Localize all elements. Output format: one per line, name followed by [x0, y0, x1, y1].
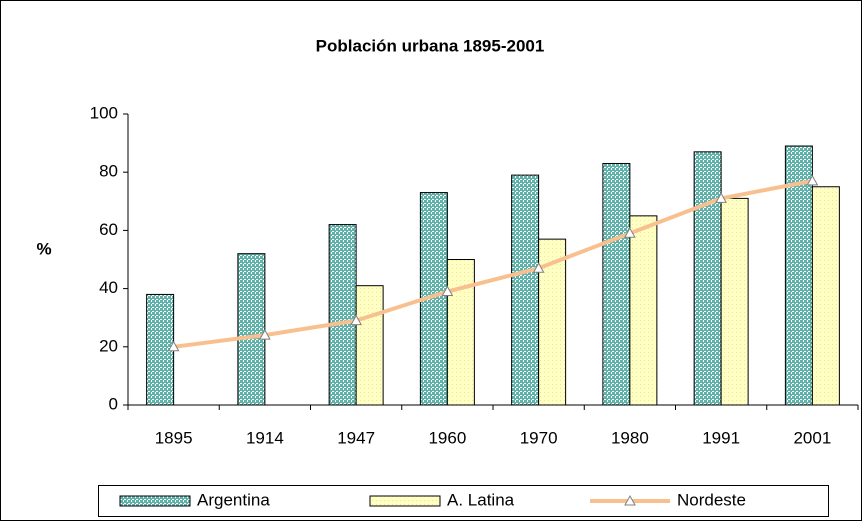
bar	[784, 145, 813, 406]
x-tick-label: 1947	[337, 428, 375, 447]
line-marker	[441, 285, 454, 297]
y-tick-label: 20	[99, 336, 118, 355]
x-tick-label: 1991	[702, 428, 740, 447]
legend-swatch	[119, 495, 191, 507]
x-tick-label: 1960	[428, 428, 466, 447]
legend-label: Nordeste	[677, 490, 746, 509]
x-tick-label: 2001	[793, 428, 831, 447]
x-tick-label: 1980	[611, 428, 649, 447]
bar	[328, 224, 357, 406]
bar	[237, 253, 266, 406]
legend	[98, 485, 829, 517]
y-tick-label: 40	[99, 278, 118, 297]
line-marker	[532, 262, 545, 273]
line-marker	[167, 340, 180, 352]
x-tick-label: 1914	[246, 428, 284, 447]
bar	[446, 259, 475, 406]
bar	[602, 162, 631, 406]
x-tick-label: 1895	[155, 428, 193, 447]
y-tick-label: 0	[109, 394, 118, 413]
y-tick-label: 80	[99, 162, 118, 181]
line	[173, 178, 813, 349]
bar	[355, 285, 384, 406]
bar	[629, 215, 658, 406]
line-marker	[624, 227, 636, 238]
legend-marker	[624, 494, 636, 506]
line-marker	[715, 192, 727, 203]
bar	[811, 186, 840, 406]
legend-label: A. Latina	[447, 490, 515, 509]
y-axis-label: %	[36, 239, 51, 258]
legend-label: Argentina	[197, 490, 270, 509]
line-marker	[259, 329, 271, 340]
y-tick-label: 100	[90, 103, 118, 122]
bar	[720, 197, 749, 406]
x-tick-label: 1970	[520, 428, 558, 447]
line-marker	[350, 314, 362, 326]
bar	[511, 174, 540, 406]
y-tick-label: 60	[99, 220, 118, 239]
legend-swatch	[369, 495, 441, 507]
chart-title: Población urbana 1895-2001	[316, 36, 545, 55]
line-marker	[806, 174, 819, 186]
bar	[693, 151, 722, 406]
